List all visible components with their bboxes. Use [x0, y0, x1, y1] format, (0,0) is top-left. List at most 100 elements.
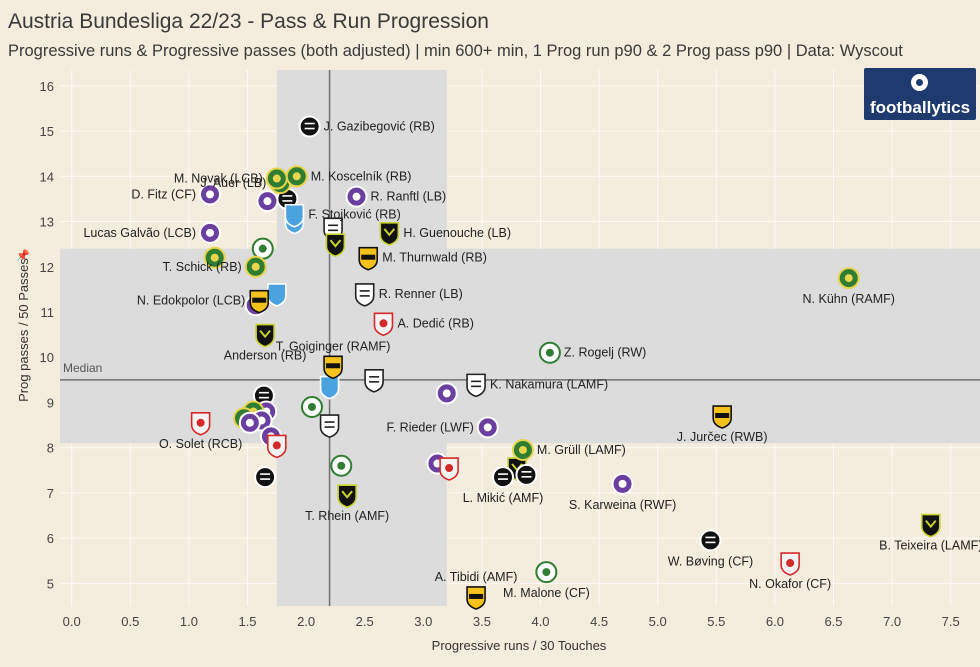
chart-subtitle: Progressive runs & Progressive passes (b… — [8, 42, 903, 60]
data-point-badge — [492, 466, 515, 489]
data-point — [780, 552, 800, 576]
point-label: L. Mikić (AMF) — [463, 491, 544, 505]
data-point — [267, 283, 287, 307]
data-point — [611, 472, 634, 495]
data-point — [837, 267, 860, 290]
data-point-badge — [254, 466, 277, 489]
point-label: Z. Rogelj (RW) — [564, 346, 646, 360]
point-label: Lucas Galvão (LCB) — [83, 226, 196, 240]
median-layer — [60, 70, 980, 606]
data-point-badge-detail — [206, 228, 215, 237]
data-point-badge — [319, 375, 340, 400]
data-point-badge — [298, 115, 321, 138]
x-tick-label: 4.0 — [531, 614, 549, 629]
x-tick-label: 7.0 — [883, 614, 901, 629]
x-tick-label: 3.0 — [414, 614, 432, 629]
data-point — [492, 466, 515, 489]
data-point — [284, 203, 305, 228]
point-label: F. Rieder (LWF) — [386, 420, 473, 434]
x-tick-label: 2.5 — [356, 614, 374, 629]
data-point — [699, 529, 722, 552]
data-point — [323, 355, 343, 380]
point-label: O. Solet (RCB) — [159, 437, 242, 451]
data-point — [439, 457, 459, 481]
data-point-badge-detail — [361, 254, 376, 260]
data-point — [373, 312, 394, 337]
data-point-badge-detail — [252, 297, 267, 303]
data-point-badge-detail — [337, 461, 346, 470]
point-label: N. Kühn (RAMF) — [803, 292, 895, 306]
y-tick-label: 12 — [40, 260, 54, 275]
point-label: H. Guenouche (LB) — [403, 226, 511, 240]
data-point-badge-detail — [383, 228, 396, 237]
x-tick-label: 1.5 — [238, 614, 256, 629]
data-point-badge-detail — [618, 479, 627, 488]
data-point — [466, 586, 486, 610]
data-point-badge-detail — [469, 593, 484, 599]
data-point-badge-detail — [715, 413, 730, 419]
data-point-badge — [699, 529, 722, 552]
data-point — [354, 283, 375, 307]
data-point-badge-detail — [272, 174, 281, 183]
data-point — [379, 222, 400, 246]
data-point — [199, 221, 222, 244]
point-label: N. Okafor (CF) — [749, 577, 831, 591]
football-icon — [911, 74, 928, 91]
x-tick-label: 3.5 — [473, 614, 491, 629]
data-point-badge-detail — [518, 445, 527, 454]
data-point-badge-detail — [542, 568, 551, 577]
data-point-badge-detail — [329, 239, 342, 248]
data-point — [255, 323, 275, 348]
point-label: D. Fitz (CF) — [131, 187, 196, 201]
data-point — [364, 369, 384, 393]
y-tick-label: 7 — [47, 486, 54, 501]
x-tick-label: 0.5 — [121, 614, 139, 629]
data-point — [920, 513, 941, 538]
data-point-badge-detail — [545, 348, 554, 357]
pin-icon[interactable]: 📌 — [16, 250, 30, 262]
logo-text: footballytics — [869, 98, 971, 117]
data-point-badge-detail — [379, 319, 388, 328]
data-point-badge-detail — [352, 192, 361, 201]
point-label: F. Stojković (RB) — [308, 208, 400, 222]
data-point — [298, 115, 321, 138]
data-point — [244, 255, 267, 278]
data-point-badge-detail — [307, 402, 316, 411]
data-point — [538, 341, 561, 364]
x-tick-label: 6.5 — [824, 614, 842, 629]
data-point — [190, 412, 211, 436]
y-tick-label: 10 — [40, 350, 54, 365]
data-point — [251, 237, 274, 260]
data-point-badge-detail — [292, 172, 301, 181]
data-point — [511, 438, 534, 461]
data-point — [319, 375, 340, 400]
y-axis-label: Prog passes / 50 Passes — [16, 258, 31, 402]
data-point — [515, 463, 538, 486]
data-point-badge-detail — [786, 559, 795, 568]
y-tick-label: 13 — [40, 215, 54, 230]
data-point-badge — [319, 414, 340, 438]
data-point-badge — [515, 463, 538, 486]
data-point-badge-detail — [259, 329, 271, 339]
data-point-badge-detail — [210, 253, 219, 262]
point-label: M. Grüll (LAMF) — [537, 443, 626, 457]
data-point — [265, 167, 288, 190]
data-point — [267, 434, 287, 459]
x-tick-label: 5.0 — [649, 614, 667, 629]
data-point-badge-detail — [925, 519, 937, 529]
point-label: T. Rhein (AMF) — [305, 509, 389, 523]
point-label: R. Renner (LB) — [379, 287, 463, 301]
point-label: M. Thurnwald (RB) — [382, 251, 487, 265]
data-point-badge-detail — [445, 464, 454, 473]
data-point — [319, 414, 340, 438]
chart-title: Austria Bundesliga 22/23 - Pass & Run Pr… — [8, 10, 489, 33]
data-point-badge-detail — [844, 274, 853, 283]
point-label: T. Goiginger (RAMF) — [276, 339, 391, 353]
point-label: A. Dedić (RB) — [397, 316, 473, 330]
x-tick-label: 4.5 — [590, 614, 608, 629]
data-point-badge-detail — [442, 389, 451, 398]
data-point — [238, 411, 261, 434]
y-tick-label: 16 — [40, 79, 54, 94]
point-label: R. Ranftl (LB) — [371, 190, 447, 204]
point-label: M. Novak (LCB) — [174, 172, 263, 186]
